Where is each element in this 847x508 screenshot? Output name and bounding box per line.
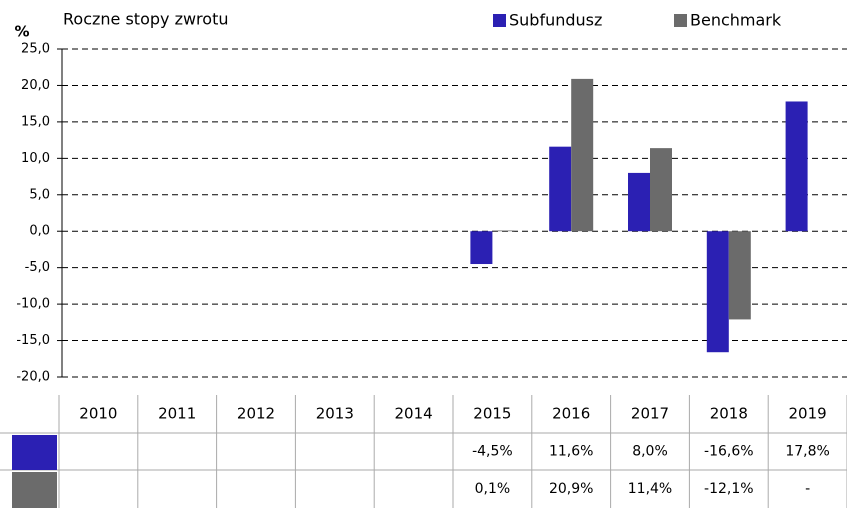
x-tick-label: 2011 [158,405,196,423]
legend-label: Benchmark [690,11,782,30]
legend-swatch [12,472,57,508]
legend-swatch [12,435,57,470]
x-tick-label: 2014 [395,405,433,423]
y-tick-label: 25,0 [21,42,50,57]
bar [650,148,672,232]
y-tick-label: -15,0 [16,333,50,348]
x-tick-label: 2012 [237,405,275,423]
x-tick-label: 2018 [710,405,748,423]
x-tick-label: 2013 [316,405,354,423]
bar [706,231,729,353]
value-label: 8,0% [632,444,668,460]
value-label: 17,8% [785,444,829,460]
value-label: -16,6% [704,444,754,460]
x-tick-label: 2010 [79,405,117,423]
y-tick-label: -10,0 [16,297,50,312]
x-tick-label: 2016 [552,405,590,423]
x-tick-label: 2017 [631,405,669,423]
legend-swatch [493,14,506,27]
bar [549,146,572,232]
y-tick-label: 20,0 [21,78,50,93]
y-tick-label: 5,0 [29,187,50,202]
value-label: 11,4% [628,481,672,497]
y-tick-label: 0,0 [29,224,50,239]
bar [728,231,751,320]
value-label: 0,1% [475,481,511,497]
bar [492,230,515,232]
y-tick-label: -5,0 [25,260,50,275]
y-tick-label: 15,0 [21,114,50,129]
value-label: - [805,481,810,497]
value-label: 20,9% [549,481,593,497]
bar [470,231,493,265]
legend-swatch [674,14,687,27]
x-tick-label: 2019 [789,405,827,423]
y-tick-label: -20,0 [16,370,50,385]
x-tick-label: 2015 [473,405,511,423]
bar [571,78,594,232]
value-label: -4,5% [472,444,513,460]
y-axis-label: % [14,23,29,41]
value-label: 11,6% [549,444,593,460]
legend-label: Subfundusz [509,11,602,30]
value-label: -12,1% [704,481,754,497]
chart-title: Roczne stopy zwrotu [63,10,228,29]
y-tick-label: 10,0 [21,151,50,166]
bar [785,101,808,232]
bar [628,172,650,232]
